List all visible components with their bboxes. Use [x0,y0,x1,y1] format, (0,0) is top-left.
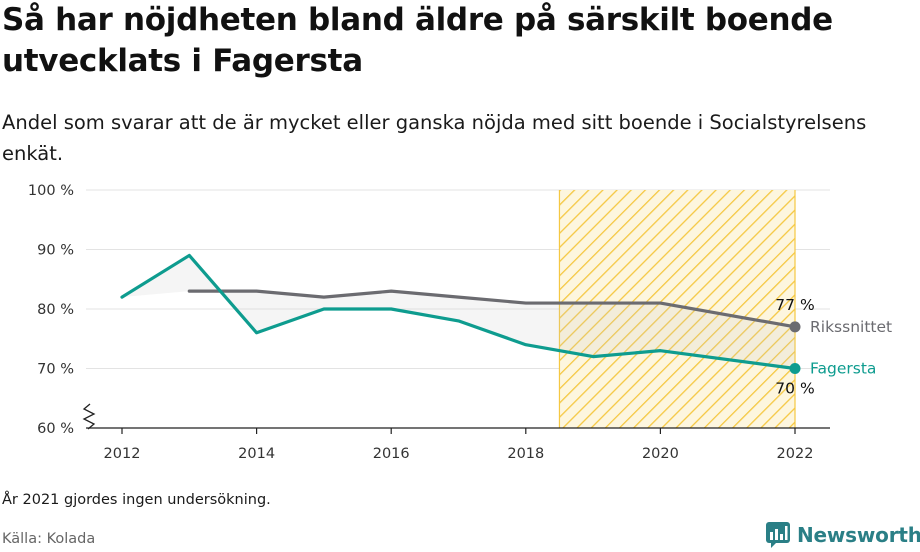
x-tick-label: 2014 [238,446,275,462]
labels: 60 % 70 % 80 % 90 % 100 % 2012 2014 2016 2018 202… [28,183,892,462]
y-tick-label: 100 % [28,183,74,199]
end-value-label: 77 % [775,296,814,314]
axis-break-icon [82,403,96,430]
y-tick-label: 60 % [37,421,74,437]
highlight-period [558,190,796,428]
y-tick-label: 80 % [37,302,74,318]
chart-bubble-icon [766,522,790,548]
gap-fill [189,255,796,369]
x-tick-label: 2016 [373,446,410,462]
line-chart: 60 % 70 % 80 % 90 % 100 % 2012 2014 2016 2018 202… [28,183,892,462]
series-line-rikssnittet [187,289,797,329]
source-text: Källa: Kolada [2,531,96,547]
series-line-fagersta [120,253,797,371]
axes [82,403,830,434]
gap-fill-area [122,255,796,369]
gap-fill-start [122,255,190,298]
chart-title: Så har nöjdheten bland äldre på särskilt… [2,2,833,79]
x-tick-label: 2022 [777,446,814,462]
newsworthy-logo: Newsworthy [765,520,920,550]
end-value-label: 70 % [775,380,814,398]
series-name-fagersta: Fagersta [810,360,876,378]
series-name-rikssnittet: Rikssnittet [810,318,892,336]
x-tick-label: 2018 [507,446,544,462]
y-tick-label: 70 % [37,362,74,378]
y-tick-label: 90 % [37,243,74,259]
x-tick-label: 2020 [642,446,679,462]
brand-name: Newsworthy [797,523,920,547]
chart-subtitle: Andel som svarar att de är mycket eller … [2,111,867,165]
end-marker-fagersta [789,363,801,374]
highlight-hatch [559,190,795,428]
footnote: År 2021 gjordes ingen undersökning. [2,492,271,508]
series [120,253,801,374]
end-marker-rikssnittet [789,321,801,333]
x-tick-label: 2012 [104,446,141,462]
